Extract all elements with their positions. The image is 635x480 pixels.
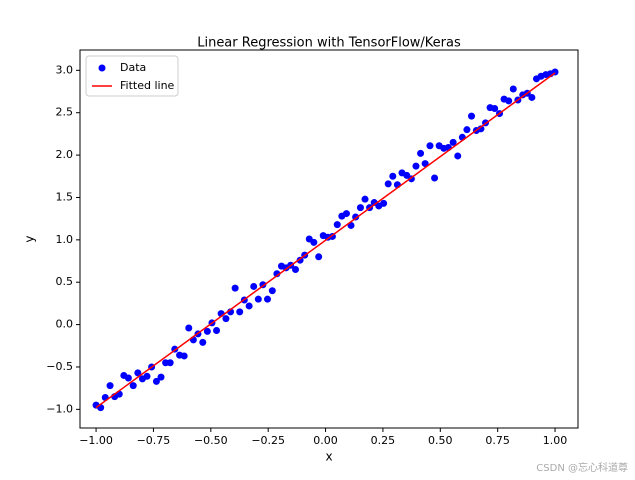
data-point	[431, 174, 439, 182]
y-tick-label: 3.0	[56, 63, 74, 76]
y-tick-label: 2.0	[56, 148, 74, 161]
data-point	[454, 152, 462, 160]
data-point	[245, 302, 253, 310]
data-point	[505, 97, 513, 105]
data-point	[509, 85, 517, 93]
data-point	[384, 180, 392, 188]
data-point	[199, 338, 207, 346]
data-point	[412, 162, 420, 170]
y-tick-label: 1.5	[56, 190, 74, 203]
x-tick-label: 0.00	[313, 434, 338, 447]
data-point	[254, 295, 262, 303]
x-tick-label: 0.50	[428, 434, 453, 447]
data-point	[389, 172, 397, 180]
axes-frame	[79, 49, 579, 429]
legend-label: Data	[120, 61, 146, 74]
data-point	[129, 382, 137, 390]
data-point	[449, 138, 457, 146]
data-point	[166, 359, 174, 367]
data-point	[213, 327, 221, 335]
x-tick-label: −1.00	[79, 434, 113, 447]
data-point	[124, 374, 132, 382]
data-point	[250, 282, 258, 290]
x-tick-label: −0.25	[251, 434, 285, 447]
data-point	[468, 112, 476, 120]
y-tick-label: 0.0	[56, 318, 74, 331]
data-point	[426, 142, 434, 150]
chart-title: Linear Regression with TensorFlow/Keras	[197, 36, 461, 51]
data-point	[291, 266, 299, 274]
x-axis-label: x	[325, 450, 332, 464]
legend-marker	[98, 64, 106, 72]
legend-label: Fitted line	[120, 79, 175, 92]
data-point	[463, 126, 471, 134]
y-axis-label: y	[23, 235, 37, 242]
data-point	[356, 204, 364, 212]
data-point	[273, 270, 281, 278]
x-tick-label: −0.50	[194, 434, 228, 447]
y-tick-label: 0.5	[56, 275, 74, 288]
y-tick-label: −1.0	[46, 402, 73, 415]
data-point	[333, 221, 341, 229]
watermark: CSDN @忘心科道尊	[536, 461, 628, 474]
fitted-line	[95, 72, 556, 409]
data-point	[134, 369, 142, 377]
data-point	[203, 327, 211, 335]
data-point	[268, 287, 276, 295]
data-point	[310, 238, 318, 246]
y-tick-label: 2.5	[56, 106, 74, 119]
data-point	[342, 210, 350, 218]
data-point	[315, 253, 323, 261]
data-point	[236, 308, 244, 316]
data-point	[380, 199, 388, 207]
y-tick-label: −0.5	[46, 360, 73, 373]
data-point	[231, 284, 239, 292]
data-point	[477, 125, 485, 133]
x-tick-label: 0.75	[485, 434, 510, 447]
data-point	[106, 382, 114, 390]
data-point	[143, 372, 151, 380]
x-tick-label: 1.00	[543, 434, 568, 447]
data-point	[528, 93, 536, 101]
y-tick-label: 1.0	[56, 233, 74, 246]
x-tick-label: 0.25	[371, 434, 396, 447]
data-point	[180, 352, 188, 360]
data-point	[263, 295, 271, 303]
data-point	[491, 104, 499, 112]
data-point	[152, 377, 160, 385]
data-point	[157, 373, 165, 381]
data-point	[421, 160, 429, 168]
x-tick-label: −0.75	[137, 434, 171, 447]
data-point	[185, 324, 193, 332]
data-point	[417, 149, 425, 157]
data-point	[361, 195, 369, 203]
data-point	[222, 315, 230, 323]
